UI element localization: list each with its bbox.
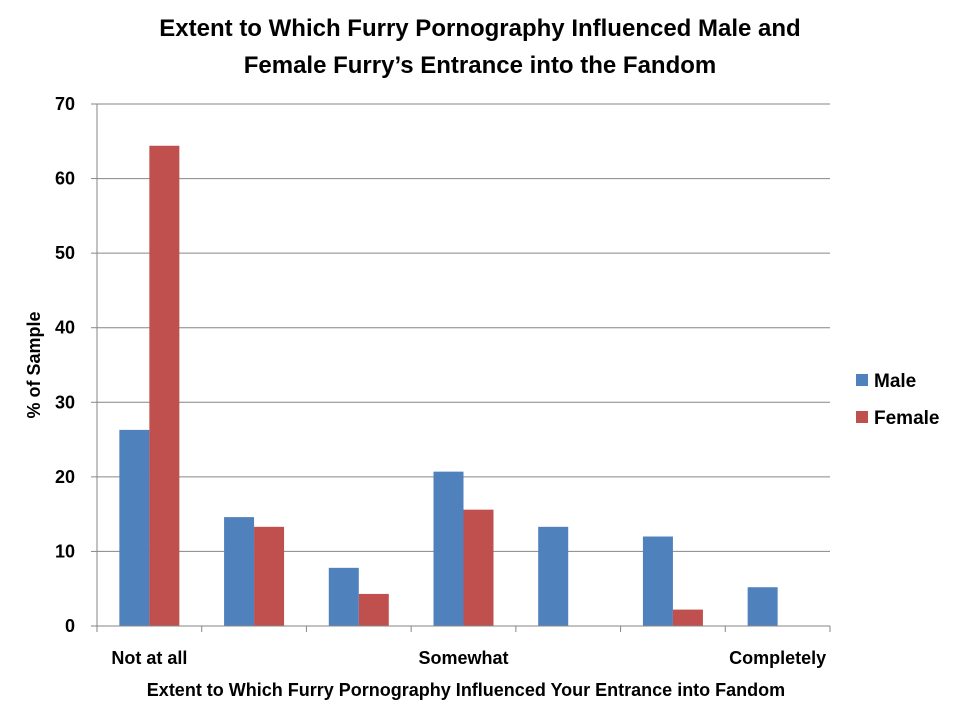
bar-female xyxy=(463,509,494,626)
x-tick-label: Not at all xyxy=(111,648,187,668)
bar-female xyxy=(149,145,180,626)
bar-female xyxy=(358,593,389,626)
bars xyxy=(119,145,778,626)
y-axis-title: % of Sample xyxy=(24,311,44,418)
chart-title: Extent to Which Furry Pornography Influe… xyxy=(159,15,800,79)
x-axis-title: Extent to Which Furry Pornography Influe… xyxy=(147,680,785,700)
y-tick-label: 20 xyxy=(55,467,75,487)
bar-male xyxy=(747,587,778,626)
bar-female xyxy=(672,609,703,626)
bar-male xyxy=(119,429,150,626)
legend-label-female: Female xyxy=(874,408,939,429)
x-tick-labels: Not at all Somewhat Completely xyxy=(111,648,826,668)
x-tick-label: Somewhat xyxy=(418,648,508,668)
y-tick-label: 30 xyxy=(55,392,75,412)
bar-male xyxy=(538,526,569,626)
axes xyxy=(91,103,831,632)
legend: Male Female xyxy=(856,371,939,429)
y-tick-label: 60 xyxy=(55,169,75,189)
bar-female xyxy=(254,526,285,626)
y-tick-label: 40 xyxy=(55,318,75,338)
bar-male xyxy=(642,536,673,626)
y-tick-label: 10 xyxy=(55,541,75,561)
chart-title-line: Female Furry’s Entrance into the Fandom xyxy=(244,52,717,79)
y-tick-labels: 0 10 20 30 40 50 60 70 xyxy=(55,94,75,636)
legend-label-male: Male xyxy=(874,371,916,392)
x-tick-label: Completely xyxy=(729,648,826,668)
y-tick-label: 50 xyxy=(55,243,75,263)
legend-swatch-female xyxy=(856,411,868,423)
bar-male xyxy=(224,517,255,626)
y-tick-label: 70 xyxy=(55,94,75,114)
gridlines xyxy=(97,103,830,552)
chart-title-line: Extent to Which Furry Pornography Influe… xyxy=(159,15,800,42)
legend-swatch-male xyxy=(856,374,868,386)
y-tick-label: 0 xyxy=(65,616,75,636)
bar-male xyxy=(433,471,464,626)
bar-male xyxy=(328,567,359,626)
